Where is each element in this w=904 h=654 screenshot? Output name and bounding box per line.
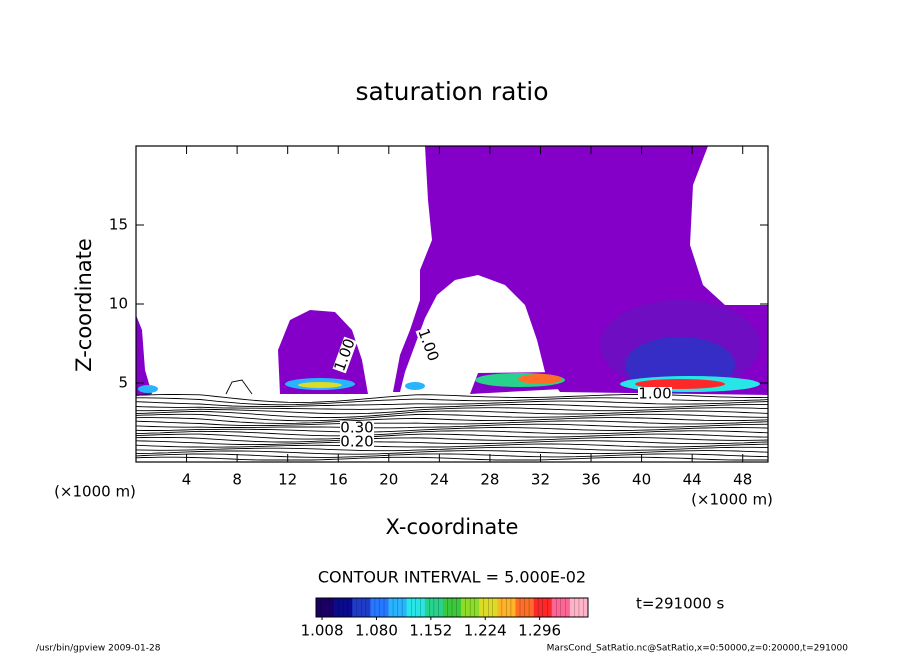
contour-label: 1.00 — [414, 326, 442, 364]
contour-line — [135, 450, 769, 455]
contour-label: 0.20 — [340, 433, 373, 451]
contour-line — [135, 410, 769, 419]
contour-line — [136, 407, 769, 415]
x-tick-label: 8 — [232, 471, 242, 489]
region — [298, 382, 342, 388]
contour-line — [135, 423, 769, 429]
x-tick-label: 32 — [531, 471, 550, 489]
contour-label-bg — [340, 421, 374, 435]
contour-label-bg — [415, 326, 441, 364]
contour-line — [135, 456, 768, 461]
region — [405, 382, 425, 390]
footer-right: MarsCond_SatRatio.nc@SatRatio,x=0:50000,… — [547, 644, 849, 654]
contour-line — [135, 453, 769, 458]
contour-line — [135, 433, 769, 440]
x-unit: (×1000 m) — [691, 491, 773, 509]
time-label: t=291000 s — [636, 595, 724, 613]
x-tick-label: 16 — [329, 471, 348, 489]
colorbar-tick-label: 1.008 — [301, 622, 344, 640]
colorbar-frame — [315, 597, 589, 618]
contour-line — [135, 413, 768, 422]
x-tick-label: 44 — [683, 471, 702, 489]
contour-label-bg — [638, 387, 672, 401]
region — [136, 315, 152, 396]
contour-line — [135, 446, 769, 452]
contour-line — [135, 403, 768, 410]
footer-left: /usr/bin/gpview 2009-01-28 — [36, 644, 161, 654]
contour-line — [135, 417, 769, 424]
contour-line — [135, 436, 769, 443]
x-tick-label: 28 — [480, 471, 499, 489]
contour-label: 0.30 — [340, 419, 373, 437]
contour-interval: CONTOUR INTERVAL = 5.000E-02 — [318, 568, 586, 587]
y-tick-label: 15 — [109, 216, 128, 234]
contour-line — [135, 394, 769, 403]
x-tick-label: 36 — [581, 471, 600, 489]
contour-line — [135, 430, 769, 437]
colorbar-tick-label: 1.224 — [464, 622, 507, 640]
x-tick-label: 48 — [733, 471, 752, 489]
x-tick-label: 12 — [278, 471, 297, 489]
y-axis-label: Z-coordinate — [72, 238, 96, 372]
x-axis-label: X-coordinate — [386, 515, 519, 539]
region — [635, 379, 725, 389]
x-tick-label: 40 — [632, 471, 651, 489]
field — [136, 146, 768, 396]
contour-line — [135, 440, 769, 446]
x-tick-label: 20 — [379, 471, 398, 489]
y-tick-label: 5 — [118, 374, 128, 392]
contour-line — [135, 427, 769, 433]
contour-line — [135, 400, 769, 408]
x-tick-label: 24 — [430, 471, 449, 489]
colorbar-tick-label: 1.296 — [518, 622, 561, 640]
y-unit: (×1000 m) — [54, 483, 136, 501]
y-tick-label: 10 — [109, 295, 128, 313]
chart-title: saturation ratio — [355, 77, 548, 106]
contour-label-bg — [332, 336, 358, 374]
contour-line — [225, 379, 253, 395]
colorbar-tick-label: 1.080 — [355, 622, 398, 640]
contour-label-bg — [340, 435, 374, 449]
x-tick-label: 4 — [182, 471, 192, 489]
contour-line — [135, 443, 769, 448]
region — [518, 374, 562, 384]
contour-label: 1.00 — [638, 385, 671, 403]
region — [138, 385, 158, 393]
contour-line — [135, 420, 769, 427]
colorbar-tick-label: 1.152 — [409, 622, 452, 640]
